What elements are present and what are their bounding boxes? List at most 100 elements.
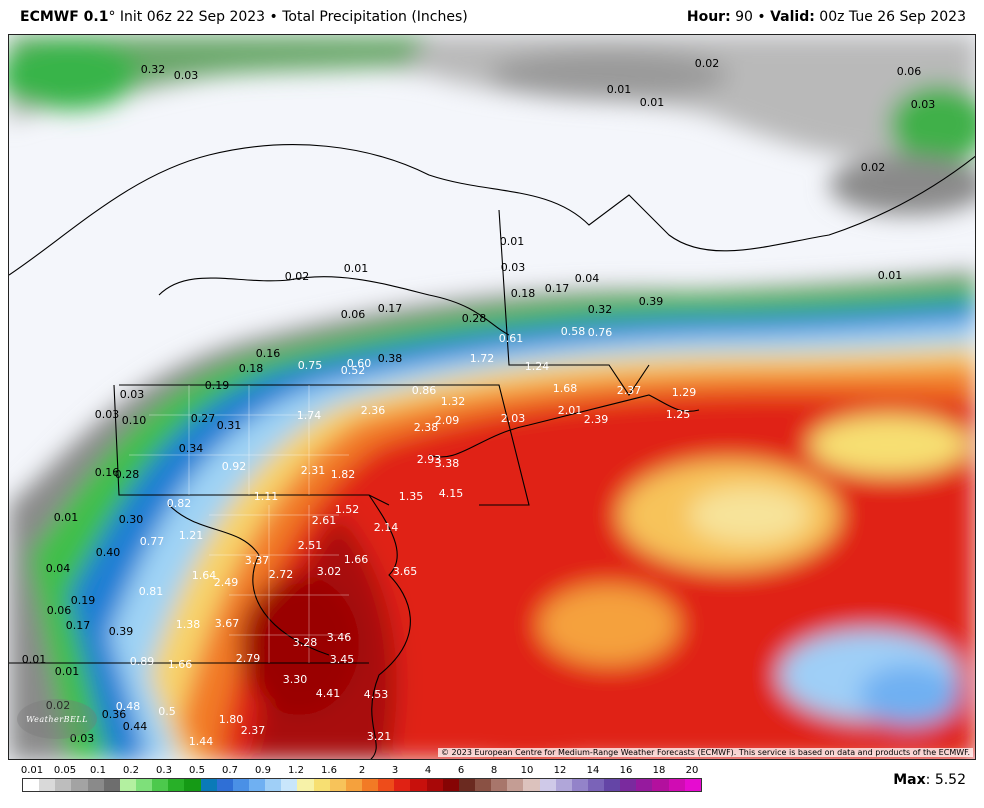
precip-value: 0.81 bbox=[139, 585, 164, 598]
precip-value: 0.10 bbox=[122, 414, 147, 427]
legend-swatch bbox=[71, 779, 88, 791]
precip-value: 0.01 bbox=[640, 96, 665, 109]
legend-tick: 10 bbox=[520, 765, 534, 776]
legend-tick: 4 bbox=[424, 765, 432, 776]
precip-value: 1.35 bbox=[399, 490, 424, 503]
new-england-borders bbox=[498, 209, 650, 396]
legend-swatch bbox=[458, 779, 475, 791]
precip-value: 1.44 bbox=[189, 735, 214, 748]
legend-swatch bbox=[571, 779, 588, 791]
precip-value: 2.93 bbox=[417, 453, 442, 466]
precip-value: 0.28 bbox=[115, 468, 140, 481]
precip-value: 4.53 bbox=[364, 688, 389, 701]
precip-value: 0.32 bbox=[141, 63, 166, 76]
coastal-storm-precip bbox=[9, 270, 975, 759]
precip-value: 0.44 bbox=[123, 720, 148, 733]
legend-swatch bbox=[491, 779, 508, 791]
precip-value: 0.58 bbox=[561, 325, 586, 338]
hour-value: 90 • bbox=[730, 9, 771, 25]
precip-value: 0.48 bbox=[116, 700, 141, 713]
map-title: ECMWF 0.1° Init 06z 22 Sep 2023 • Total … bbox=[20, 9, 468, 25]
precip-value: 3.67 bbox=[215, 617, 240, 630]
precip-value: 0.19 bbox=[205, 379, 230, 392]
legend-swatch bbox=[555, 779, 572, 791]
legend-swatch bbox=[281, 779, 298, 791]
precip-value: 0.17 bbox=[378, 302, 403, 315]
legend-swatch bbox=[474, 779, 492, 791]
precip-value: 0.01 bbox=[878, 269, 903, 282]
precip-value: 0.82 bbox=[167, 497, 192, 510]
precip-value: 0.02 bbox=[861, 161, 886, 174]
precip-value: 0.38 bbox=[378, 352, 403, 365]
precip-value-labels: 0.32 0.03 0.02 0.06 0.01 0.01 0.03 0.02 0.01 0.03… bbox=[22, 57, 936, 748]
legend-swatch bbox=[507, 779, 524, 791]
precip-value: 0.01 bbox=[22, 653, 47, 666]
legend-swatch bbox=[604, 779, 621, 791]
legend-swatch bbox=[668, 779, 685, 791]
precip-value: 1.66 bbox=[168, 658, 193, 671]
precip-value: 0.06 bbox=[897, 65, 922, 78]
precip-value: 0.18 bbox=[511, 287, 536, 300]
valid-time: Hour: 90 • Valid: 00z Tue 26 Sep 2023 bbox=[687, 9, 966, 25]
precip-value: 1.11 bbox=[254, 490, 279, 503]
legend-tick: 0.9 bbox=[255, 765, 271, 776]
precip-value: 2.37 bbox=[617, 384, 642, 397]
legend-swatch bbox=[168, 779, 185, 791]
precip-value: 2.31 bbox=[301, 464, 326, 477]
precip-value: 3.38 bbox=[435, 457, 460, 470]
precip-value: 0.39 bbox=[109, 625, 134, 638]
precip-value: 0.16 bbox=[256, 347, 281, 360]
precip-value: 1.72 bbox=[470, 352, 495, 365]
precip-value: 0.03 bbox=[120, 388, 145, 401]
legend-tick: 0.2 bbox=[123, 765, 139, 776]
precip-value: 0.03 bbox=[501, 261, 526, 274]
precip-value: 1.74 bbox=[297, 409, 322, 422]
precip-value: 2.39 bbox=[584, 413, 609, 426]
valid-label: Valid: bbox=[770, 9, 815, 25]
legend-swatch bbox=[539, 779, 556, 791]
valid-value: 00z Tue 26 Sep 2023 bbox=[814, 9, 966, 25]
max-label: Max bbox=[893, 772, 926, 788]
precip-value: 0.76 bbox=[588, 326, 613, 339]
legend-swatch bbox=[410, 779, 427, 791]
legend-swatch bbox=[345, 779, 362, 791]
legend-tick: 14 bbox=[586, 765, 600, 776]
precip-value: 0.19 bbox=[71, 594, 96, 607]
max-value: Max: 5.52 bbox=[893, 772, 966, 788]
long-island-coast bbox=[428, 394, 700, 458]
precip-value: 0.17 bbox=[545, 282, 570, 295]
precip-value: 3.30 bbox=[283, 673, 308, 686]
hour-label: Hour: bbox=[686, 9, 731, 25]
legend-tick: 3 bbox=[391, 765, 399, 776]
legend-swatch bbox=[636, 779, 653, 791]
legend-swatch bbox=[426, 779, 443, 791]
precip-value: 2.36 bbox=[361, 404, 386, 417]
model-name: ECMWF 0.1 bbox=[20, 9, 109, 25]
legend-swatch bbox=[394, 779, 411, 791]
legend-ticks: 0.01 0.05 0.1 0.2 0.3 0.5 0.7 0.9 1.2 1.6 2 3 4 6 8 10 1… bbox=[21, 762, 702, 778]
lake-ontario-shore bbox=[158, 276, 510, 336]
precip-value: 1.21 bbox=[179, 529, 204, 542]
atlantic-coastline bbox=[368, 494, 411, 759]
precip-value: 1.25 bbox=[666, 408, 691, 421]
precip-value: 0.27 bbox=[191, 412, 216, 425]
legend-colorbar bbox=[22, 778, 702, 792]
precip-value: 1.29 bbox=[672, 386, 697, 399]
legend-swatch bbox=[200, 779, 217, 791]
precip-legend: 0.01 0.05 0.1 0.2 0.3 0.5 0.7 0.9 1.2 1.6 2 3 4 6 8 10 1… bbox=[21, 762, 702, 808]
weatherbell-logo: WeatherBELL bbox=[17, 699, 97, 739]
precipitation-map: 0.32 0.03 0.02 0.06 0.01 0.01 0.03 0.02 0.01 0.03… bbox=[8, 34, 976, 760]
precip-value: 1.66 bbox=[344, 553, 369, 566]
legend-swatch bbox=[135, 779, 153, 791]
precip-value: 0.30 bbox=[119, 513, 144, 526]
legend-swatch bbox=[361, 779, 379, 791]
legend-tick: 20 bbox=[685, 765, 699, 776]
legend-tick: 0.5 bbox=[189, 765, 205, 776]
legend-swatch bbox=[232, 779, 249, 791]
precip-value: 2.79 bbox=[236, 652, 261, 665]
precip-value: 0.03 bbox=[174, 69, 199, 82]
precip-value: 1.68 bbox=[553, 382, 578, 395]
precip-value: 1.24 bbox=[525, 360, 550, 373]
precip-value: 0.01 bbox=[500, 235, 525, 248]
precip-value: 3.21 bbox=[367, 730, 392, 743]
